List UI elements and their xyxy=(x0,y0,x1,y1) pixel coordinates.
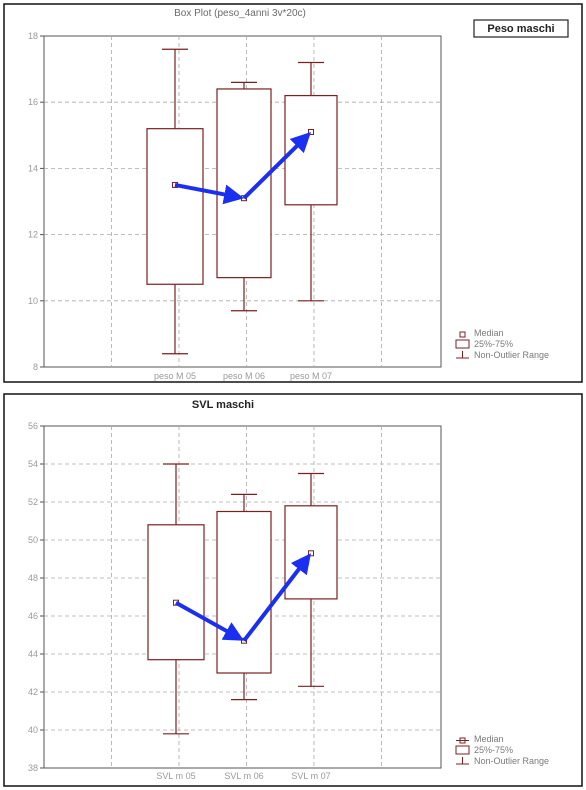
legend-label-median: Median xyxy=(474,328,504,338)
legend-box-swatch xyxy=(455,339,470,349)
box-iqr xyxy=(216,88,272,279)
y-tick-label: 8 xyxy=(33,362,38,372)
chart-panel-svl: 38 40 42 44 46 48 50 52 54 56 SVL maschi SVL m 05 SV… xyxy=(0,390,586,790)
y-tick-label: 42 xyxy=(28,687,38,697)
chart-panel-peso: 8 10 12 14 16 18 Box Plot (peso_4anni 3v*20c) P… xyxy=(0,0,586,386)
chart-tag: Peso maschi xyxy=(487,23,554,35)
y-tick-label: 12 xyxy=(28,230,38,240)
box-plot-peso: 8 10 12 14 16 18 Box Plot (peso_4anni 3v*20c) P… xyxy=(3,3,583,383)
legend-label-median: Median xyxy=(474,734,504,744)
legend-label-range: Non-Outlier Range xyxy=(474,756,549,766)
median-marker xyxy=(308,128,314,135)
x-category-label: SVL m 07 xyxy=(291,771,330,781)
y-tick-label: 38 xyxy=(28,763,38,773)
y-tick-label: 52 xyxy=(28,497,38,507)
y-tick-label: 16 xyxy=(28,97,38,107)
legend-median-swatch xyxy=(459,331,466,338)
y-tick-label: 56 xyxy=(28,421,38,431)
median-marker xyxy=(308,550,314,557)
x-category-label: SVL m 06 xyxy=(224,771,263,781)
legend-label-iqr: 25%-75% xyxy=(474,339,513,349)
median-trend-arrow xyxy=(242,131,312,200)
y-tick-label: 44 xyxy=(28,649,38,659)
x-category-label: peso M 06 xyxy=(223,371,265,381)
y-tick-label: 54 xyxy=(28,459,38,469)
y-tick-label: 46 xyxy=(28,611,38,621)
median-trend-arrow xyxy=(242,553,312,642)
box-iqr xyxy=(147,524,205,661)
box-iqr xyxy=(216,510,272,674)
y-tick-label: 40 xyxy=(28,725,38,735)
box-plot-svl: 38 40 42 44 46 48 50 52 54 56 SVL maschi SVL m 05 SV… xyxy=(3,393,583,787)
chart-tag-box xyxy=(473,19,569,38)
y-tick-label: 18 xyxy=(28,31,38,41)
median-trend-arrow xyxy=(174,182,245,205)
median-trend-arrow xyxy=(175,600,245,641)
y-tick-label: 14 xyxy=(28,163,38,173)
x-category-label: SVL m 05 xyxy=(156,771,195,781)
chart-title: SVL maschi xyxy=(192,399,254,411)
box-iqr xyxy=(146,128,204,285)
chart-title: Box Plot (peso_4anni 3v*20c) xyxy=(174,8,306,19)
legend-box-swatch xyxy=(455,745,470,755)
x-category-label: peso M 07 xyxy=(290,371,332,381)
y-tick-label: 48 xyxy=(28,573,38,583)
y-tick-label: 10 xyxy=(28,296,38,306)
legend-label-range: Non-Outlier Range xyxy=(474,350,549,360)
legend-label-iqr: 25%-75% xyxy=(474,745,513,755)
x-category-label: peso M 05 xyxy=(154,371,196,381)
y-tick-label: 50 xyxy=(28,535,38,545)
